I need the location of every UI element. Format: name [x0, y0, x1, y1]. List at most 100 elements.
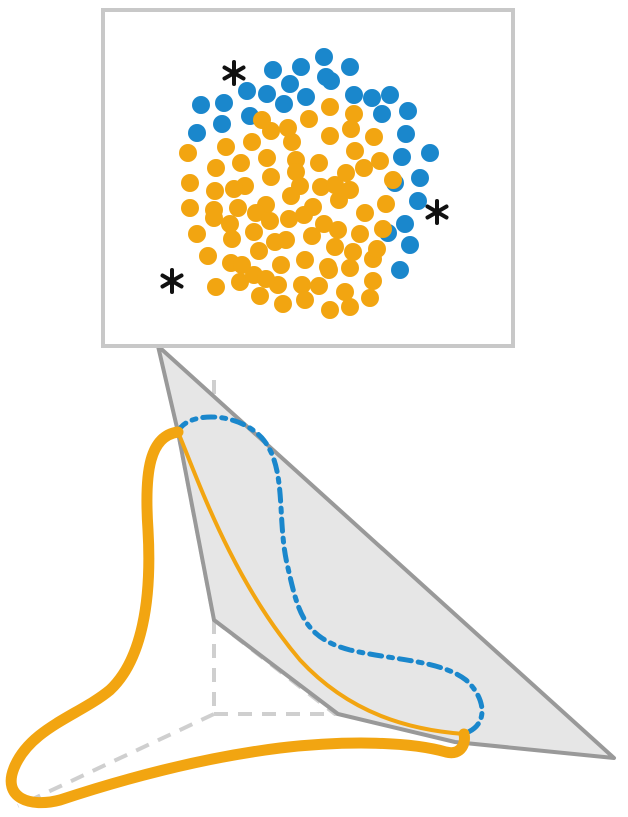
blue-point — [341, 58, 359, 76]
orange-point — [206, 182, 224, 200]
blue-point — [399, 102, 417, 120]
orange-point — [181, 199, 199, 217]
blue-point — [401, 236, 419, 254]
orange-point — [207, 159, 225, 177]
orange-point — [371, 152, 389, 170]
orange-point — [274, 295, 292, 313]
orange-point — [205, 209, 223, 227]
orange-point — [296, 251, 314, 269]
orange-point — [261, 212, 279, 230]
orange-point — [247, 204, 265, 222]
orange-point — [257, 270, 275, 288]
blue-point — [281, 75, 299, 93]
blue-point — [315, 48, 333, 66]
orange-point — [321, 301, 339, 319]
projection-plane — [156, 344, 616, 760]
asterisk-icon — [222, 60, 246, 86]
orange-point — [262, 168, 280, 186]
orange-point — [368, 240, 386, 258]
blue-point — [213, 115, 231, 133]
orange-point — [320, 261, 338, 279]
orange-point — [253, 111, 271, 129]
orange-point — [272, 256, 290, 274]
orange-point — [365, 128, 383, 146]
orange-point — [179, 144, 197, 162]
blue-point — [238, 82, 256, 100]
orange-point — [181, 174, 199, 192]
orange-point — [250, 242, 268, 260]
orange-point — [356, 204, 374, 222]
orange-point — [283, 133, 301, 151]
orange-manifold-loop — [5, 426, 470, 809]
orange-point — [337, 164, 355, 182]
orange-point — [266, 233, 284, 251]
orange-point — [315, 215, 333, 233]
orange-point — [336, 283, 354, 301]
orange-point — [293, 276, 311, 294]
orange-point — [207, 278, 225, 296]
orange-point — [217, 138, 235, 156]
orange-point — [225, 180, 243, 198]
blue-point — [292, 58, 310, 76]
orange-point — [329, 221, 347, 239]
orange-point — [341, 259, 359, 277]
orange-point — [296, 291, 314, 309]
orange-point — [374, 220, 392, 238]
blue-point — [322, 72, 340, 90]
orange-point — [341, 298, 359, 316]
orange-point — [243, 133, 261, 151]
blue-point — [264, 61, 282, 79]
scatter-plot — [179, 48, 439, 319]
orange-point — [279, 119, 297, 137]
orange-point — [232, 154, 250, 172]
orange-point — [221, 215, 239, 233]
orange-point — [344, 243, 362, 261]
asterisk-icon — [425, 199, 449, 225]
orange-point — [310, 277, 328, 295]
orange-point — [351, 225, 369, 243]
orange-point — [346, 142, 364, 160]
blue-point — [393, 148, 411, 166]
orange-point — [384, 171, 402, 189]
orange-point — [326, 238, 344, 256]
orange-point — [345, 105, 363, 123]
blue-point — [192, 96, 210, 114]
orange-point — [364, 272, 382, 290]
outliers — [160, 60, 449, 294]
orange-point — [295, 206, 313, 224]
asterisk-icon — [160, 268, 184, 294]
blue-point — [275, 95, 293, 113]
orange-point — [287, 163, 305, 181]
orange-point — [251, 287, 269, 305]
orange-point — [280, 210, 298, 228]
orange-point — [326, 176, 344, 194]
blue-point — [421, 144, 439, 162]
blue-point — [188, 124, 206, 142]
blue-point — [373, 105, 391, 123]
orange-point — [245, 223, 263, 241]
orange-point — [321, 127, 339, 145]
blue-point — [409, 192, 427, 210]
blue-point — [391, 261, 409, 279]
axis-depth — [17, 712, 215, 808]
orange-point — [223, 230, 241, 248]
orange-point — [300, 110, 318, 128]
blue-point — [363, 89, 381, 107]
orange-point — [321, 98, 339, 116]
blue-point — [411, 169, 429, 187]
blue-point — [396, 215, 414, 233]
blue-point — [381, 86, 399, 104]
orange-point — [361, 289, 379, 307]
orange-point — [188, 225, 206, 243]
blue-point — [397, 125, 415, 143]
blue-point — [258, 85, 276, 103]
orange-point — [233, 256, 251, 274]
blue-point — [215, 94, 233, 112]
orange-point — [258, 149, 276, 167]
blue-point — [297, 88, 315, 106]
orange-point — [377, 195, 395, 213]
orange-point — [229, 199, 247, 217]
orange-point — [341, 181, 359, 199]
orange-point — [312, 178, 330, 196]
orange-point — [291, 177, 309, 195]
